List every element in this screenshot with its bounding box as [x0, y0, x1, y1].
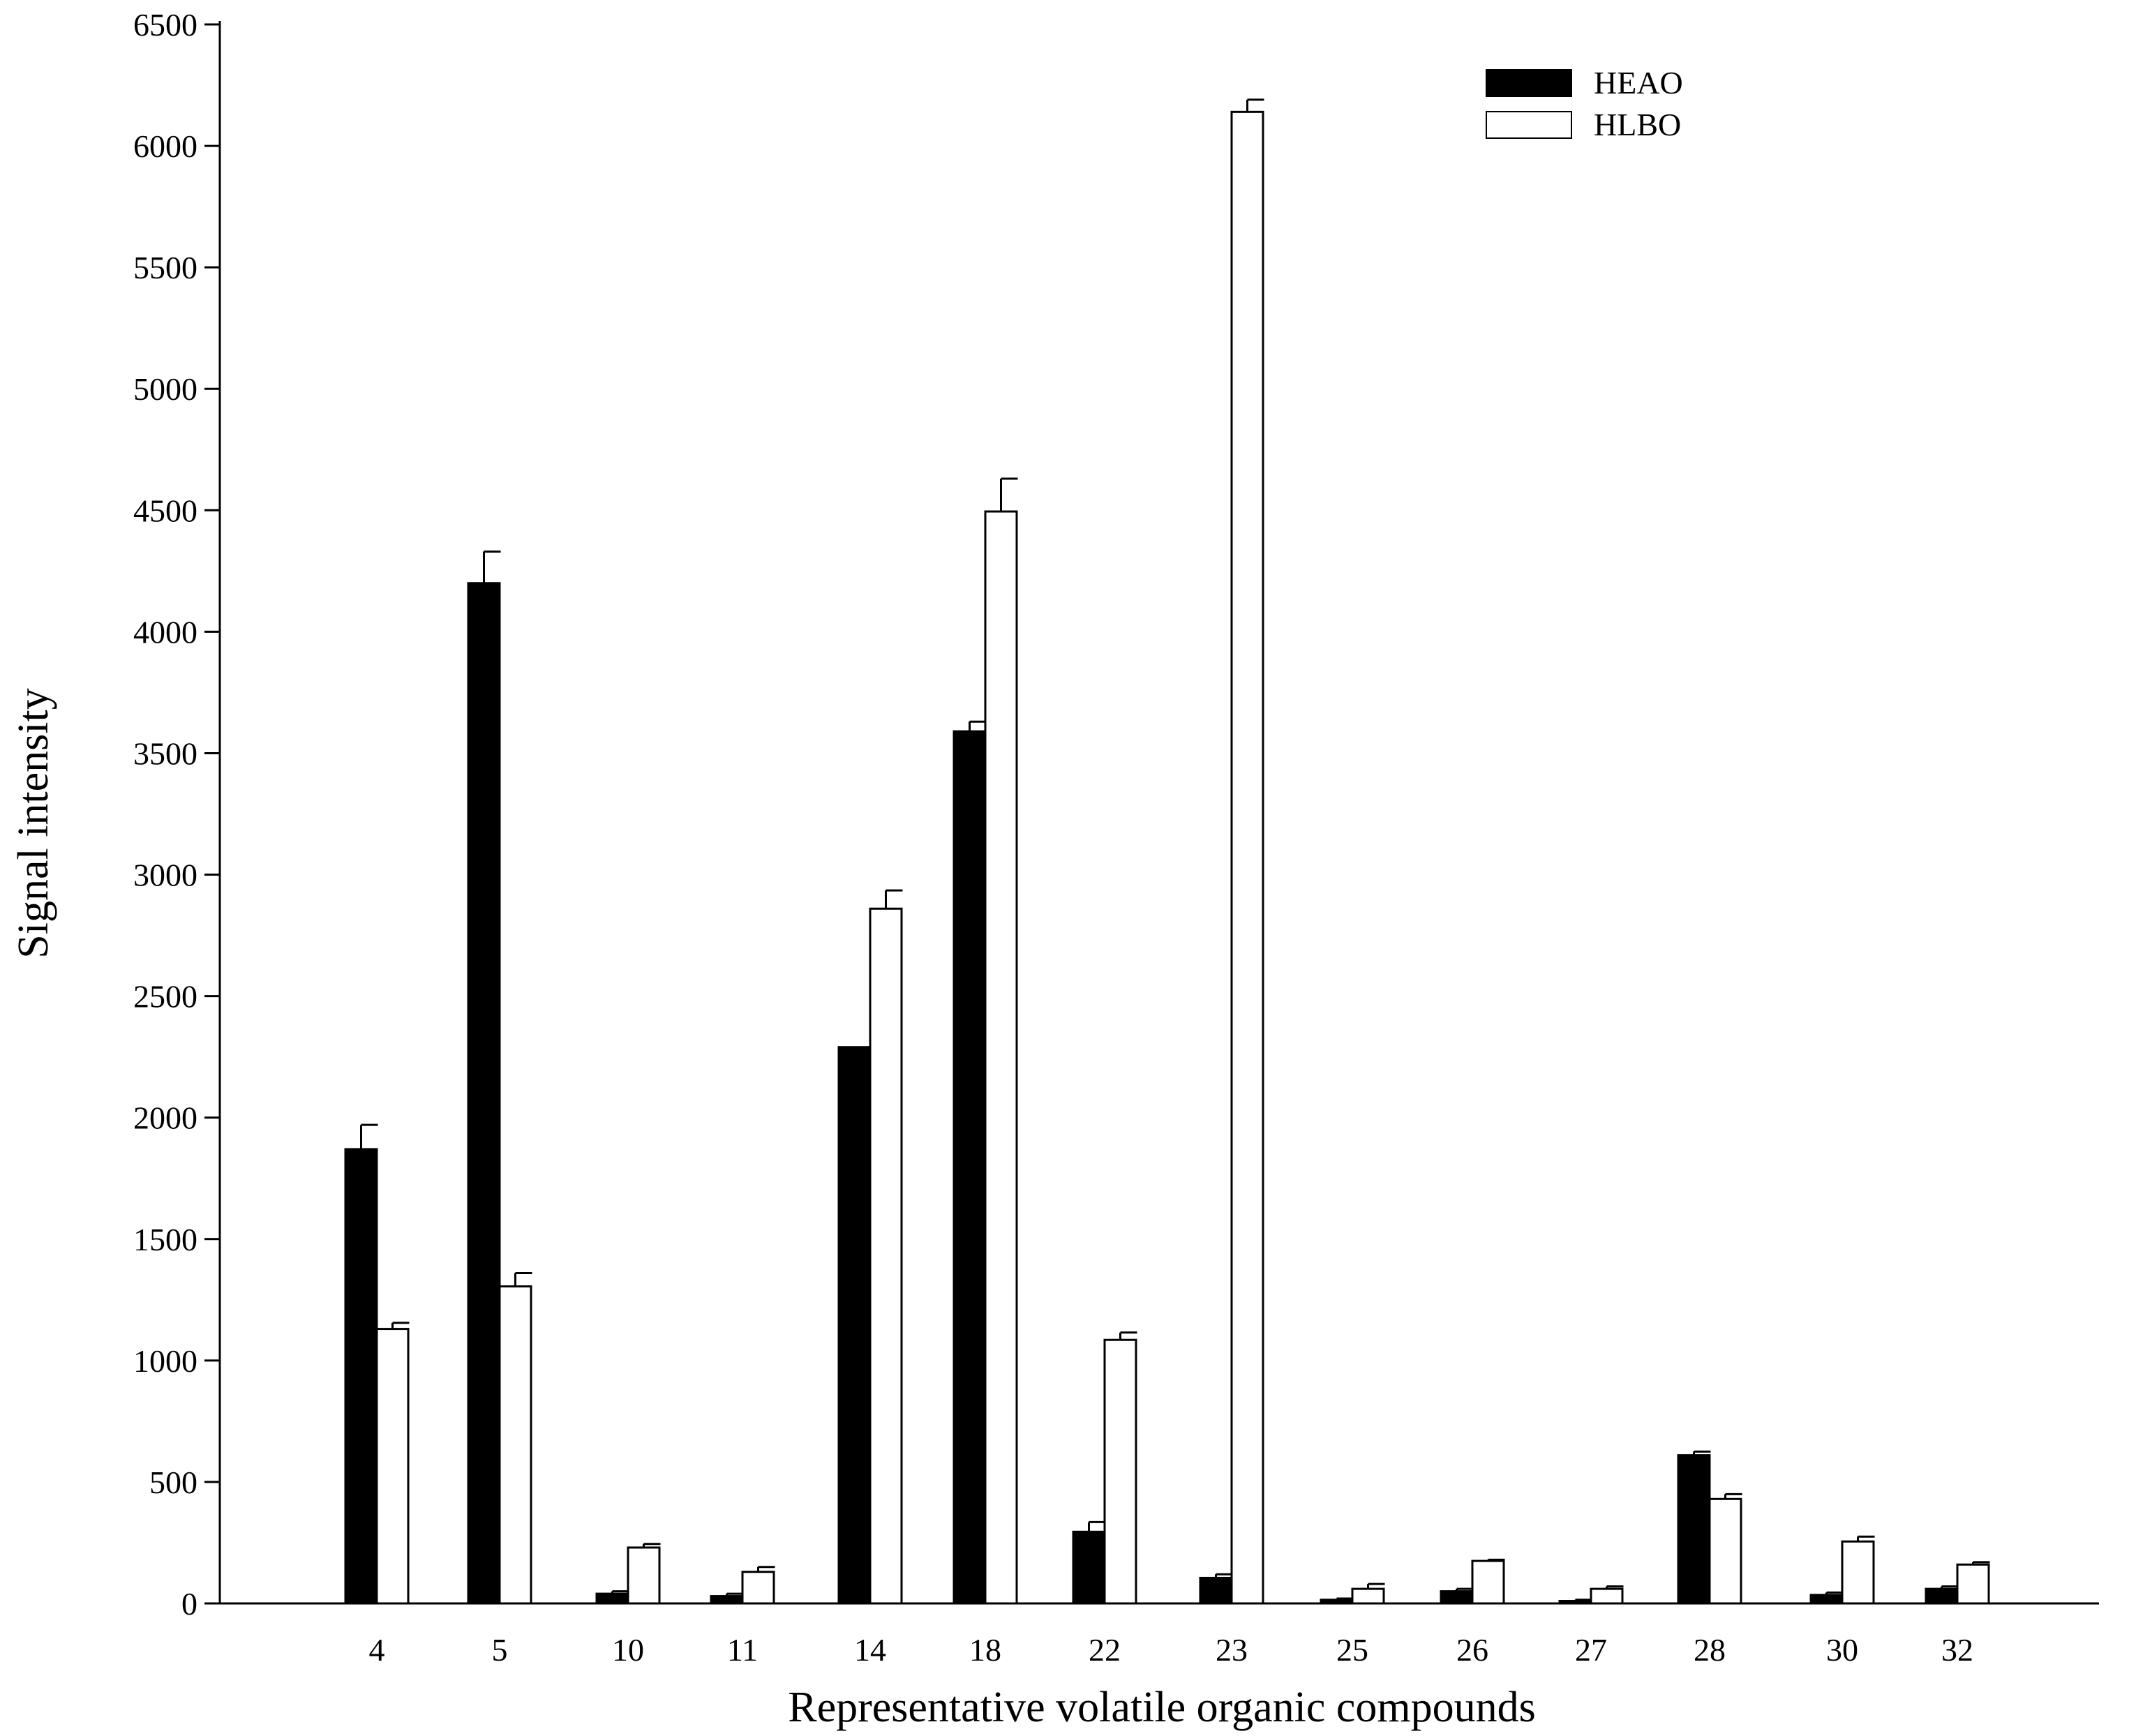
- y-tick-label: 5000: [133, 371, 197, 407]
- error-bar: [1367, 1582, 1385, 1589]
- x-tick-label: 5: [492, 1632, 508, 1668]
- x-tick-label: 4: [369, 1632, 385, 1668]
- y-tick-label: 3000: [133, 858, 197, 893]
- error-bar: [514, 1272, 532, 1287]
- y-axis-title: Signal intensity: [10, 688, 57, 959]
- error-bar: [611, 1590, 629, 1594]
- legend-swatch: [1486, 69, 1572, 97]
- x-tick-label: 30: [1826, 1632, 1858, 1668]
- bar: [1351, 1587, 1385, 1605]
- x-tick-label: 32: [1941, 1632, 1973, 1668]
- legend-label: HLBO: [1594, 107, 1681, 142]
- y-tick-label: 1500: [133, 1222, 197, 1257]
- bar: [1230, 110, 1264, 1605]
- error-bar: [1487, 1558, 1505, 1562]
- bar: [1677, 1454, 1711, 1605]
- legend: HEAO HLBO: [1486, 65, 1683, 142]
- series-HLBO: [375, 98, 1990, 1605]
- y-tick-label: 2500: [133, 979, 197, 1015]
- error-bar: [1456, 1587, 1474, 1592]
- error-bar: [1088, 1520, 1106, 1532]
- error-bar: [1246, 98, 1264, 112]
- x-tick-label: 25: [1336, 1632, 1368, 1668]
- bar: [595, 1592, 629, 1605]
- y-tick-label: 2000: [133, 1100, 197, 1136]
- x-tick-label: 14: [854, 1632, 886, 1668]
- y-tick-label: 1000: [133, 1343, 197, 1379]
- bar: [953, 730, 987, 1605]
- bar: [344, 1148, 378, 1605]
- bar: [1841, 1540, 1875, 1605]
- x-axis-title: Representative volatile organic compound…: [788, 1684, 1536, 1731]
- x-tick-label: 10: [612, 1632, 644, 1668]
- error-bar: [1941, 1585, 1959, 1589]
- error-bar: [391, 1322, 410, 1329]
- bar: [1956, 1563, 1990, 1605]
- bar: [984, 510, 1018, 1605]
- error-bar: [969, 720, 987, 732]
- y-tick-label: 500: [149, 1465, 197, 1500]
- error-bar: [1336, 1597, 1354, 1600]
- bar: [627, 1546, 661, 1605]
- error-bar: [1693, 1450, 1711, 1456]
- y-axis: 0 500 1000 1500 2000 2500 3000 3500 4000 4500 5000…: [133, 7, 221, 1622]
- bar: [467, 582, 501, 1605]
- y-tick-label: 3500: [133, 735, 197, 771]
- x-tick-label: 23: [1216, 1632, 1248, 1668]
- y-tick-label: 0: [181, 1586, 197, 1622]
- bar: [375, 1328, 410, 1605]
- x-axis: 4 5 10 11 14 18 22 23 25 26 27 28 30 32: [220, 1602, 2099, 1668]
- x-tick-label: 11: [727, 1632, 758, 1668]
- bar: [1471, 1559, 1505, 1605]
- bar: [869, 907, 903, 1605]
- error-bar: [1724, 1492, 1742, 1499]
- y-tick-label: 4500: [133, 493, 197, 528]
- plot-area: [344, 98, 1990, 1605]
- error-bar: [726, 1592, 744, 1596]
- x-tick-label: 18: [969, 1632, 1001, 1668]
- error-bar: [1606, 1585, 1624, 1589]
- bar: [1103, 1338, 1137, 1605]
- series-HEAO: [344, 550, 1959, 1605]
- error-bar: [643, 1543, 661, 1548]
- bar: [710, 1595, 744, 1605]
- bar: [1925, 1587, 1959, 1605]
- error-bar: [1857, 1535, 1875, 1542]
- bar: [1072, 1530, 1106, 1605]
- error-bar: [1000, 477, 1018, 512]
- y-tick-label: 4000: [133, 614, 197, 650]
- bar: [741, 1571, 775, 1605]
- x-tick-label: 22: [1089, 1632, 1121, 1668]
- error-bar: [483, 550, 501, 583]
- legend-item-HLBO: HLBO: [1486, 107, 1681, 142]
- bar: [1440, 1590, 1474, 1605]
- bar: [1708, 1497, 1742, 1605]
- x-tick-label: 27: [1575, 1632, 1607, 1668]
- y-tick-label: 5500: [133, 250, 197, 285]
- bar: [498, 1285, 532, 1605]
- bar: [1809, 1594, 1844, 1605]
- error-bar: [360, 1123, 378, 1149]
- error-bar: [1574, 1599, 1592, 1601]
- legend-label: HEAO: [1594, 65, 1683, 100]
- legend-swatch: [1486, 111, 1572, 139]
- x-tick-label: 26: [1456, 1632, 1488, 1668]
- y-tick-label: 6000: [133, 128, 197, 164]
- error-bar: [1972, 1561, 1990, 1565]
- bar: [1199, 1576, 1233, 1605]
- bar: [837, 1046, 872, 1605]
- y-tick-label: 6500: [133, 7, 197, 43]
- error-bar: [757, 1566, 775, 1572]
- error-bar: [1825, 1591, 1844, 1595]
- x-tick-label: 28: [1694, 1632, 1726, 1668]
- error-bar: [1119, 1331, 1137, 1340]
- legend-item-HEAO: HEAO: [1486, 65, 1683, 100]
- error-bar: [1215, 1573, 1233, 1578]
- error-bar: [885, 889, 903, 909]
- bar: [1590, 1587, 1624, 1605]
